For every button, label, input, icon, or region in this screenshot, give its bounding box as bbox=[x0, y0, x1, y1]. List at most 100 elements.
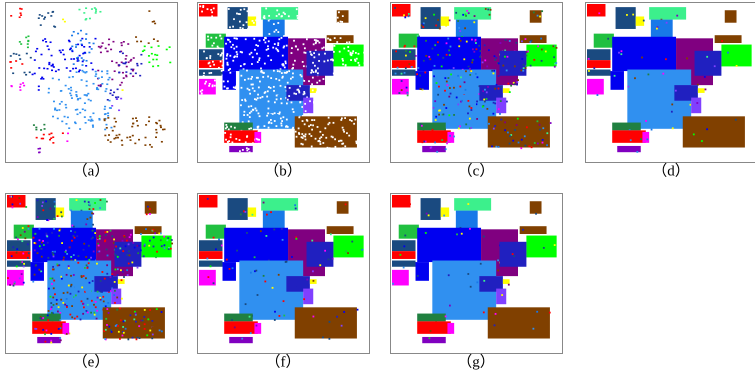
noise-pixel bbox=[483, 99, 485, 101]
noise-pixel bbox=[444, 77, 446, 79]
noise-pixel bbox=[404, 45, 406, 47]
noise-pixel bbox=[306, 279, 308, 281]
noise-pixel bbox=[86, 218, 88, 220]
noise-pixel bbox=[135, 321, 137, 323]
sample-dot bbox=[122, 89, 124, 91]
sample-dot bbox=[47, 45, 49, 47]
class-region bbox=[459, 94, 476, 113]
noise-pixel bbox=[280, 98, 282, 100]
noise-pixel bbox=[343, 131, 345, 133]
noise-pixel bbox=[68, 265, 70, 267]
noise-pixel bbox=[298, 90, 300, 92]
noise-pixel bbox=[142, 320, 144, 322]
sample-dot bbox=[102, 42, 104, 44]
noise-pixel bbox=[253, 38, 255, 40]
noise-pixel bbox=[704, 76, 706, 78]
sample-dot bbox=[96, 87, 98, 89]
noise-pixel bbox=[12, 246, 14, 248]
noise-pixel bbox=[279, 71, 281, 73]
noise-pixel bbox=[531, 146, 533, 148]
noise-pixel bbox=[259, 115, 261, 117]
noise-pixel bbox=[41, 272, 43, 274]
noise-pixel bbox=[525, 67, 527, 69]
noise-pixel bbox=[42, 317, 44, 319]
noise-pixel bbox=[204, 83, 206, 85]
noise-pixel bbox=[318, 42, 320, 44]
noise-pixel bbox=[495, 57, 497, 59]
sample-dot bbox=[104, 108, 106, 110]
class-region bbox=[392, 251, 416, 259]
noise-pixel bbox=[328, 117, 330, 119]
noise-pixel bbox=[342, 60, 344, 62]
sample-dot bbox=[44, 16, 46, 18]
noise-pixel bbox=[648, 74, 650, 76]
noise-pixel bbox=[314, 39, 316, 41]
class-region bbox=[691, 98, 701, 114]
noise-pixel bbox=[449, 54, 451, 56]
noise-pixel bbox=[247, 88, 249, 90]
noise-pixel bbox=[507, 56, 509, 58]
noise-pixel bbox=[476, 48, 478, 50]
sample-dot bbox=[140, 54, 142, 56]
noise-pixel bbox=[209, 55, 211, 57]
noise-pixel bbox=[530, 40, 532, 42]
sample-dot bbox=[86, 71, 88, 73]
noise-pixel bbox=[51, 306, 53, 308]
class-region bbox=[392, 270, 409, 286]
noise-pixel bbox=[13, 285, 15, 287]
noise-pixel bbox=[396, 14, 398, 16]
noise-pixel bbox=[413, 45, 415, 47]
noise-pixel bbox=[485, 8, 487, 10]
class-region bbox=[392, 195, 410, 207]
noise-pixel bbox=[516, 84, 518, 86]
noise-pixel bbox=[363, 52, 365, 54]
sample-dot bbox=[77, 99, 79, 101]
class-region bbox=[307, 242, 334, 267]
sample-dot bbox=[70, 95, 72, 97]
noise-pixel bbox=[296, 8, 298, 10]
noise-pixel bbox=[264, 17, 266, 19]
noise-pixel bbox=[394, 7, 396, 9]
noise-pixel bbox=[50, 340, 52, 342]
sample-dot bbox=[77, 44, 79, 46]
sample-dot bbox=[152, 21, 154, 23]
noise-pixel bbox=[501, 86, 503, 88]
sample-dot bbox=[38, 67, 40, 69]
sample-dot bbox=[34, 59, 36, 61]
noise-pixel bbox=[424, 72, 426, 74]
noise-pixel bbox=[209, 57, 211, 59]
noise-pixel bbox=[315, 70, 317, 72]
noise-pixel bbox=[217, 46, 219, 48]
noise-pixel bbox=[294, 60, 296, 62]
noise-pixel bbox=[425, 232, 427, 234]
noise-pixel bbox=[240, 75, 242, 77]
noise-pixel bbox=[227, 62, 229, 64]
noise-pixel bbox=[83, 249, 85, 251]
class-region bbox=[612, 130, 646, 142]
noise-pixel bbox=[593, 67, 595, 69]
class-region bbox=[459, 285, 476, 304]
noise-pixel bbox=[449, 305, 451, 307]
class-region bbox=[224, 321, 258, 333]
sample-dot bbox=[66, 140, 68, 142]
sample-dot bbox=[26, 53, 28, 55]
noise-pixel bbox=[281, 125, 283, 127]
noise-pixel bbox=[323, 47, 325, 49]
noise-pixel bbox=[22, 253, 24, 255]
noise-pixel bbox=[278, 274, 280, 276]
sample-dot bbox=[117, 89, 119, 91]
noise-pixel bbox=[541, 10, 543, 12]
noise-pixel bbox=[102, 203, 104, 205]
noise-pixel bbox=[351, 241, 353, 243]
sample-dot bbox=[82, 108, 84, 110]
noise-pixel bbox=[250, 52, 252, 54]
noise-pixel bbox=[261, 70, 263, 72]
sample-dot bbox=[77, 33, 79, 35]
noise-pixel bbox=[534, 142, 536, 144]
noise-pixel bbox=[158, 233, 160, 235]
noise-pixel bbox=[453, 87, 455, 89]
noise-pixel bbox=[92, 208, 94, 210]
noise-pixel bbox=[277, 44, 279, 46]
sample-dot bbox=[57, 118, 59, 120]
noise-pixel bbox=[268, 33, 270, 35]
